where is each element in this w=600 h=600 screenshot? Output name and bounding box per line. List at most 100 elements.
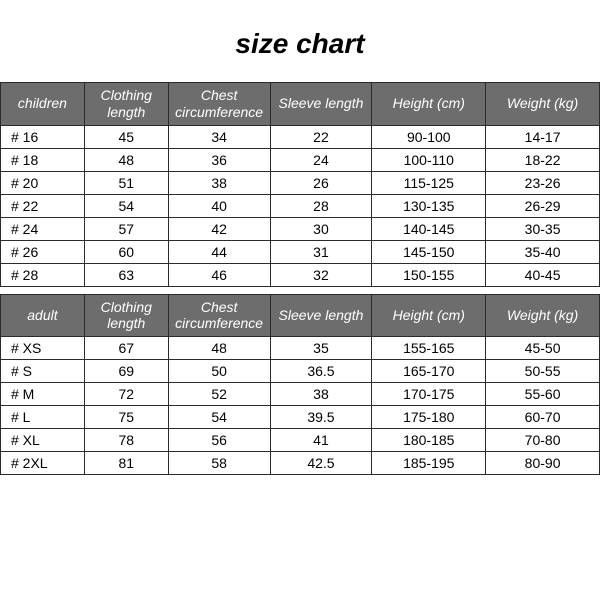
table-row: # L 75 54 39.5 175-180 60-70 (1, 406, 600, 429)
data-cell: 35 (270, 337, 372, 360)
size-cell: # 24 (1, 217, 85, 240)
data-cell: 35-40 (486, 240, 600, 263)
data-cell: 75 (84, 406, 168, 429)
data-cell: 78 (84, 429, 168, 452)
data-cell: 57 (84, 217, 168, 240)
data-cell: 23-26 (486, 171, 600, 194)
data-cell: 32 (270, 263, 372, 286)
adult-col-height: Height (cm) (372, 294, 486, 337)
table-row: # 24 57 42 30 140-145 30-35 (1, 217, 600, 240)
size-cell: # 16 (1, 125, 85, 148)
adult-col-clothing-length: Clothing length (84, 294, 168, 337)
table-row: # S 69 50 36.5 165-170 50-55 (1, 360, 600, 383)
adult-col-chest-circumference: Chest circumference (168, 294, 270, 337)
size-chart: size chart children Clothing length Ches… (0, 0, 600, 475)
size-cell: # S (1, 360, 85, 383)
data-cell: 48 (168, 337, 270, 360)
data-cell: 50 (168, 360, 270, 383)
data-cell: 175-180 (372, 406, 486, 429)
data-cell: 38 (168, 171, 270, 194)
data-cell: 60 (84, 240, 168, 263)
data-cell: 54 (168, 406, 270, 429)
data-cell: 26-29 (486, 194, 600, 217)
children-group-label: children (1, 83, 85, 126)
size-cell: # 22 (1, 194, 85, 217)
data-cell: 38 (270, 383, 372, 406)
data-cell: 140-145 (372, 217, 486, 240)
table-row: # 16 45 34 22 90-100 14-17 (1, 125, 600, 148)
data-cell: 100-110 (372, 148, 486, 171)
children-col-sleeve-length: Sleeve length (270, 83, 372, 126)
data-cell: 28 (270, 194, 372, 217)
size-cell: # XL (1, 429, 85, 452)
data-cell: 18-22 (486, 148, 600, 171)
size-cell: # 20 (1, 171, 85, 194)
data-cell: 155-165 (372, 337, 486, 360)
data-cell: 81 (84, 452, 168, 475)
data-cell: 48 (84, 148, 168, 171)
size-cell: # 26 (1, 240, 85, 263)
data-cell: 130-135 (372, 194, 486, 217)
data-cell: 70-80 (486, 429, 600, 452)
size-cell: # XS (1, 337, 85, 360)
data-cell: 67 (84, 337, 168, 360)
children-header-row: children Clothing length Chest circumfer… (1, 83, 600, 126)
data-cell: 22 (270, 125, 372, 148)
data-cell: 31 (270, 240, 372, 263)
data-cell: 185-195 (372, 452, 486, 475)
data-cell: 41 (270, 429, 372, 452)
children-col-clothing-length: Clothing length (84, 83, 168, 126)
table-row: # 22 54 40 28 130-135 26-29 (1, 194, 600, 217)
table-row: # XS 67 48 35 155-165 45-50 (1, 337, 600, 360)
adult-group-label: adult (1, 294, 85, 337)
data-cell: 56 (168, 429, 270, 452)
data-cell: 69 (84, 360, 168, 383)
data-cell: 24 (270, 148, 372, 171)
table-section-gap (1, 286, 600, 294)
data-cell: 40 (168, 194, 270, 217)
size-cell: # 2XL (1, 452, 85, 475)
data-cell: 90-100 (372, 125, 486, 148)
data-cell: 36.5 (270, 360, 372, 383)
data-cell: 55-60 (486, 383, 600, 406)
data-cell: 42 (168, 217, 270, 240)
data-cell: 58 (168, 452, 270, 475)
size-cell: # L (1, 406, 85, 429)
adult-col-weight: Weight (kg) (486, 294, 600, 337)
data-cell: 52 (168, 383, 270, 406)
size-cell: # M (1, 383, 85, 406)
data-cell: 80-90 (486, 452, 600, 475)
data-cell: 45-50 (486, 337, 600, 360)
data-cell: 14-17 (486, 125, 600, 148)
data-cell: 44 (168, 240, 270, 263)
data-cell: 150-155 (372, 263, 486, 286)
adult-col-sleeve-length: Sleeve length (270, 294, 372, 337)
children-col-chest-circumference: Chest circumference (168, 83, 270, 126)
table-row: # 20 51 38 26 115-125 23-26 (1, 171, 600, 194)
data-cell: 50-55 (486, 360, 600, 383)
data-cell: 180-185 (372, 429, 486, 452)
data-cell: 165-170 (372, 360, 486, 383)
children-col-weight: Weight (kg) (486, 83, 600, 126)
data-cell: 34 (168, 125, 270, 148)
table-row: # 18 48 36 24 100-110 18-22 (1, 148, 600, 171)
data-cell: 63 (84, 263, 168, 286)
data-cell: 60-70 (486, 406, 600, 429)
data-cell: 45 (84, 125, 168, 148)
table-row: # XL 78 56 41 180-185 70-80 (1, 429, 600, 452)
table-row: # 28 63 46 32 150-155 40-45 (1, 263, 600, 286)
data-cell: 115-125 (372, 171, 486, 194)
data-cell: 51 (84, 171, 168, 194)
adult-header-row: adult Clothing length Chest circumferenc… (1, 294, 600, 337)
data-cell: 30 (270, 217, 372, 240)
data-cell: 30-35 (486, 217, 600, 240)
size-cell: # 18 (1, 148, 85, 171)
data-cell: 72 (84, 383, 168, 406)
data-cell: 42.5 (270, 452, 372, 475)
table-row: # 2XL 81 58 42.5 185-195 80-90 (1, 452, 600, 475)
page-title: size chart (0, 0, 600, 82)
data-cell: 36 (168, 148, 270, 171)
size-cell: # 28 (1, 263, 85, 286)
data-cell: 54 (84, 194, 168, 217)
data-cell: 170-175 (372, 383, 486, 406)
